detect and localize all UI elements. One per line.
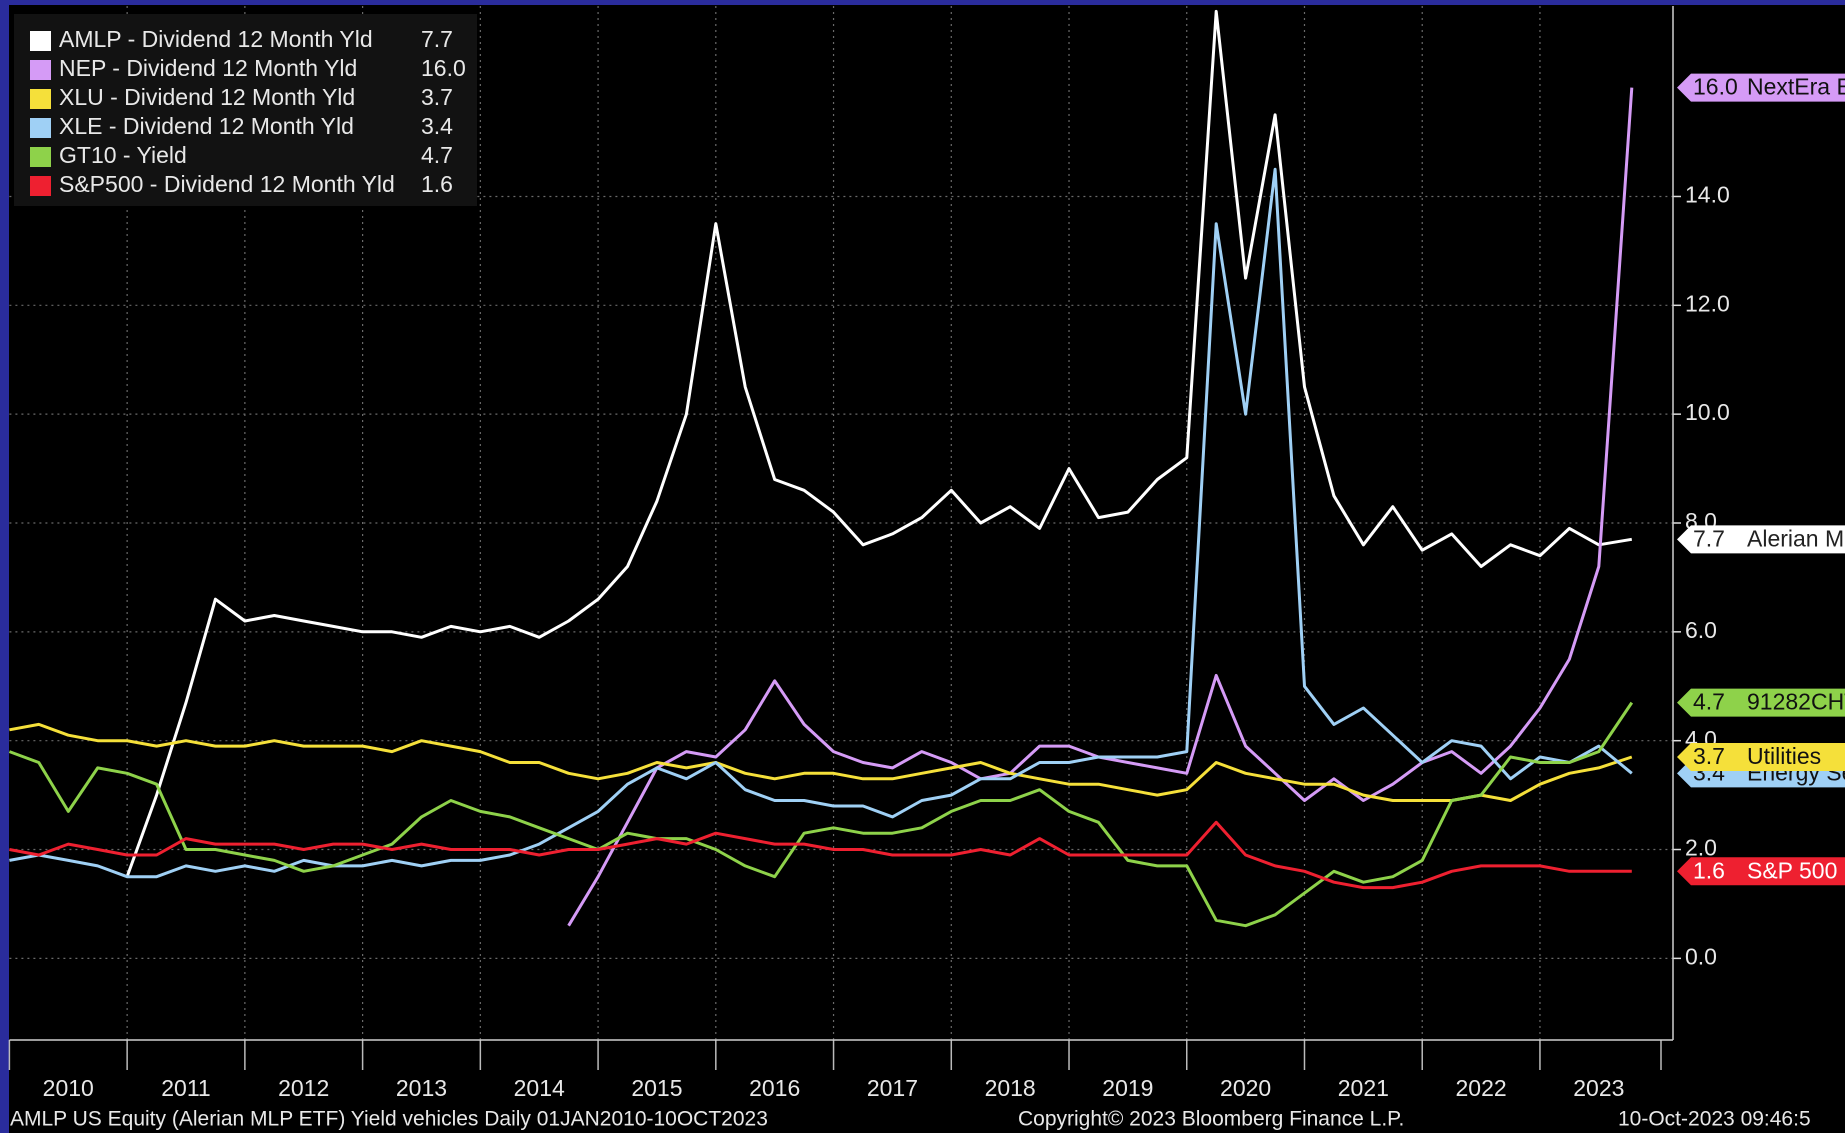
- tag-value: 1.6: [1693, 857, 1725, 883]
- legend-swatch: [30, 31, 51, 51]
- legend-swatch: [30, 89, 51, 109]
- x-tick-label: 2015: [631, 1075, 682, 1101]
- grid: [9, 6, 1673, 1040]
- legend-value: 16.0: [421, 55, 466, 81]
- legend-label: XLU - Dividend 12 Month Yld: [59, 84, 355, 110]
- y-tick-label: 6.0: [1685, 617, 1717, 643]
- x-tick-label: 2012: [278, 1075, 329, 1101]
- legend-swatch: [30, 118, 51, 138]
- tag-box: [1677, 857, 1845, 886]
- tag-value: 4.7: [1693, 689, 1725, 715]
- x-tick-label: 2022: [1456, 1075, 1507, 1101]
- tag-name: Alerian M: [1747, 525, 1844, 551]
- y-tick-label: 2.0: [1685, 835, 1717, 861]
- y-tick-label: 10.0: [1685, 399, 1730, 425]
- legend-label: NEP - Dividend 12 Month Yld: [59, 55, 357, 81]
- tag-box: [1677, 688, 1845, 717]
- x-tick-label: 2013: [396, 1075, 447, 1101]
- x-tick-label: 2014: [514, 1075, 565, 1101]
- x-tick-label: 2010: [43, 1075, 94, 1101]
- footer-left: AMLP US Equity (Alerian MLP ETF) Yield v…: [10, 1108, 768, 1131]
- tag-value: 16.0: [1693, 74, 1738, 100]
- series-line: [125, 9, 1633, 878]
- x-tick-label: 2018: [985, 1075, 1036, 1101]
- y-tick-label: 0.0: [1685, 943, 1717, 969]
- legend-value: 4.7: [421, 142, 453, 168]
- tag-name: S&P 500 I: [1747, 857, 1845, 883]
- legend-value: 3.4: [421, 113, 453, 139]
- tag-name: NextEra E: [1747, 74, 1845, 100]
- legend-box: [14, 14, 477, 206]
- tag-box: [1677, 73, 1845, 102]
- series-line: [9, 820, 1632, 890]
- tag-box: [1677, 525, 1845, 554]
- legend: AMLP - Dividend 12 Month Yld 7.7 NEP - Div…: [14, 14, 477, 206]
- footer-right: 10-Oct-2023 09:46:5: [1618, 1108, 1811, 1131]
- x-tick-label: 2016: [749, 1075, 800, 1101]
- tag-value: 3.7: [1693, 743, 1725, 769]
- legend-value: 3.7: [421, 84, 453, 110]
- series-line: [9, 167, 1633, 879]
- x-tick-label: 2011: [161, 1075, 210, 1101]
- x-tick-label: 2017: [867, 1075, 918, 1101]
- x-tick-label: 2019: [1102, 1075, 1153, 1101]
- tag-value: 7.7: [1693, 525, 1725, 551]
- plot-lines: [9, 9, 1634, 928]
- footer-center: Copyright© 2023 Bloomberg Finance L.P.: [1018, 1108, 1404, 1131]
- y-tick-label: 14.0: [1685, 182, 1730, 208]
- legend-label: GT10 - Yield: [59, 142, 187, 168]
- series-line: [9, 722, 1633, 802]
- x-tick-label: 2021: [1338, 1075, 1389, 1101]
- legend-label: XLE - Dividend 12 Month Yld: [59, 113, 354, 139]
- legend-swatch: [30, 147, 51, 167]
- legend-swatch: [30, 176, 51, 196]
- legend-label: AMLP - Dividend 12 Month Yld: [59, 26, 373, 52]
- legend-swatch: [30, 60, 51, 80]
- tag-name: 91282CHT: [1747, 689, 1845, 715]
- tag-box: [1677, 743, 1845, 772]
- legend-label: S&P500 - Dividend 12 Month Yld: [59, 171, 395, 197]
- legend-value: 1.6: [421, 171, 453, 197]
- legend-value: 7.7: [421, 26, 453, 52]
- x-tick-label: 2020: [1220, 1075, 1271, 1101]
- series-line: [9, 701, 1634, 928]
- x-tick-label: 2023: [1573, 1075, 1624, 1101]
- tag-name: Utilities: [1747, 743, 1821, 769]
- y-tick-label: 12.0: [1685, 290, 1730, 316]
